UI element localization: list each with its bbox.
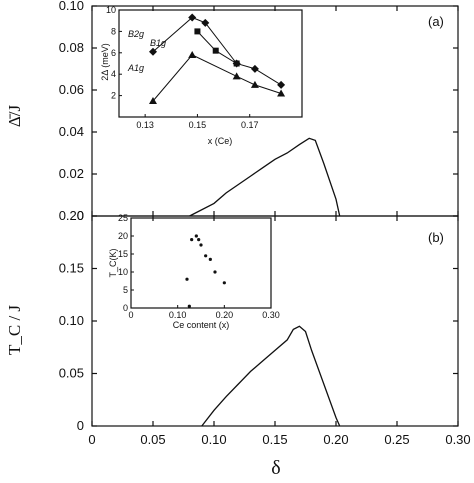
inset-b-ylabel: T_C(K)	[108, 248, 118, 277]
panel-b-ytick-label: 0.20	[59, 208, 84, 223]
inset-a-point-B2g	[277, 80, 286, 89]
panel-a-ytick-label: 0.08	[59, 40, 84, 55]
panel-b-curve	[201, 325, 341, 427]
panel-b-label: (b)	[428, 230, 444, 245]
panel-b-xtick-label: 0.25	[384, 432, 409, 447]
inset-a-ylabel: 2Δ (meV)	[100, 43, 110, 81]
panel-a-ylabel: Δ̄/J	[5, 104, 24, 127]
panel-b-ytick-label: 0.10	[59, 313, 84, 328]
inset-a-ytick-label: 4	[111, 69, 116, 79]
inset-b-xtick-label: 0.20	[216, 310, 234, 320]
inset-a-xtick-label: 0.15	[189, 120, 207, 130]
inset-b-xtick-label: 0	[128, 310, 133, 320]
panel-a-ytick-label: 0.04	[59, 124, 84, 139]
panel-a-ylabel-text: Δ̄/J	[5, 104, 24, 127]
inset-b-point	[190, 238, 194, 242]
panel-b-xtick-label: 0.10	[201, 432, 226, 447]
inset-b-point	[194, 234, 198, 238]
panel-b-xtick-label: 0.15	[262, 432, 287, 447]
inset-a-series-B2g-line	[152, 16, 282, 86]
inset-a-point-B2g	[250, 64, 259, 73]
inset-a-series-label-B1g: B1g	[150, 38, 166, 48]
panel-b-xtick-label: 0.30	[445, 432, 470, 447]
panel-b-xtick-label: 0.20	[323, 432, 348, 447]
panel-b: (b) 0 0.05 0.10 0.15 0.20 0.25 0.30 0 0.05 0.10 0.…	[59, 208, 471, 447]
inset-a-point-A1g	[277, 89, 286, 97]
inset-b-ytick-label: 5	[123, 285, 128, 295]
inset-a-point-B2g	[148, 47, 157, 56]
panel-a-label: (a)	[428, 14, 444, 29]
panel-b-xlabel: δ	[271, 457, 280, 479]
panel-b-ytick-label: 0.15	[59, 261, 84, 276]
inset-a-xlabel: x (Ce)	[208, 136, 233, 146]
panel-b-xtick-label: 0.05	[140, 432, 165, 447]
panel-a-ytick-label: 0.06	[59, 82, 84, 97]
panel-b-ytick-label: 0.05	[59, 366, 84, 381]
inset-a-frame	[118, 9, 303, 118]
panel-b-ylabel-text: T_C / J	[5, 305, 24, 355]
inset-b-point	[197, 238, 201, 242]
inset-b-xtick-label: 0.10	[169, 310, 187, 320]
inset-b-ytick-label: 0	[123, 303, 128, 313]
inset-a-point-A1g	[232, 72, 241, 80]
inset-b-ytick-label: 20	[118, 231, 128, 241]
panel-a-ytick-label: 0	[77, 208, 84, 223]
panel-b-ytick-label: 0	[77, 418, 84, 433]
panel-b-ticks: 0 0.05 0.10 0.15 0.20 0.25 0.30 0 0.05 0.10 0.15 0.…	[59, 208, 471, 447]
inset-b-point	[187, 304, 191, 308]
inset-b-xtick-label: 0.30	[262, 310, 280, 320]
inset-b-point	[199, 243, 203, 247]
panel-a-ytick-label: 0.10	[59, 0, 84, 13]
inset-b-ylabel-group: T_C(K)	[108, 248, 118, 277]
panel-b-ylabel: T_C / J	[5, 305, 24, 355]
inset-b: 0 0.10 0.20 0.30 0 5 10 15 20 25 Ce content (x) T…	[108, 213, 280, 330]
inset-a-series-A1g-line	[152, 54, 282, 102]
panel-a-curve	[189, 137, 341, 217]
inset-a-point-B2g	[188, 13, 197, 22]
inset-b-content: 0 0.10 0.20 0.30 0 5 10 15 20 25	[118, 213, 280, 320]
inset-a-xtick-label: 0.17	[241, 120, 259, 130]
inset-b-point	[185, 277, 189, 281]
panel-b-frame	[91, 215, 459, 427]
inset-b-frame	[130, 217, 272, 309]
inset-a-series-label-B2g: B2g	[128, 29, 144, 39]
inset-a-point-B1g	[233, 60, 240, 67]
inset-b-point	[222, 281, 226, 285]
inset-a-ytick-label: 2	[111, 91, 116, 101]
inset-b-point	[213, 270, 217, 274]
inset-b-ytick-label: 10	[118, 267, 128, 277]
inset-a-point-B1g	[212, 47, 219, 54]
inset-a-series-B1g-line	[197, 31, 237, 64]
panel-a-ticks: 0 0.02 0.04 0.06 0.08 0.10	[59, 0, 459, 223]
inset-b-point	[204, 254, 208, 258]
inset-a-series-label-A1g: A1g	[127, 63, 144, 73]
inset-a-content: 0.13 0.15 0.17 2 4 6 8 10 B2g B1g A1g	[106, 5, 286, 130]
panel-a-ytick-label: 0.02	[59, 166, 84, 181]
inset-b-point	[208, 257, 212, 261]
inset-a-point-B2g	[201, 18, 210, 27]
inset-b-ytick-label: 25	[118, 213, 128, 223]
inset-b-xlabel: Ce content (x)	[173, 320, 230, 330]
inset-a-ytick-label: 8	[111, 26, 116, 36]
inset-b-ytick-label: 15	[118, 249, 128, 259]
inset-a-point-A1g	[188, 50, 197, 58]
inset-a-ytick-label: 10	[106, 5, 116, 15]
inset-a-point-A1g	[148, 96, 157, 104]
panel-b-xtick-label: 0	[88, 432, 95, 447]
panel-a-frame	[91, 5, 459, 217]
inset-a-point-B1g	[194, 28, 201, 35]
inset-a-ylabel-group: 2Δ (meV)	[100, 43, 110, 81]
inset-a-ytick-label: 6	[111, 48, 116, 58]
inset-a-point-A1g	[250, 80, 259, 88]
inset-a-xtick-label: 0.13	[136, 120, 154, 130]
inset-a: 0.13 0.15 0.17 2 4 6 8 10 B2g B1g A1g x (Ce) 2Δ (m…	[100, 5, 303, 146]
